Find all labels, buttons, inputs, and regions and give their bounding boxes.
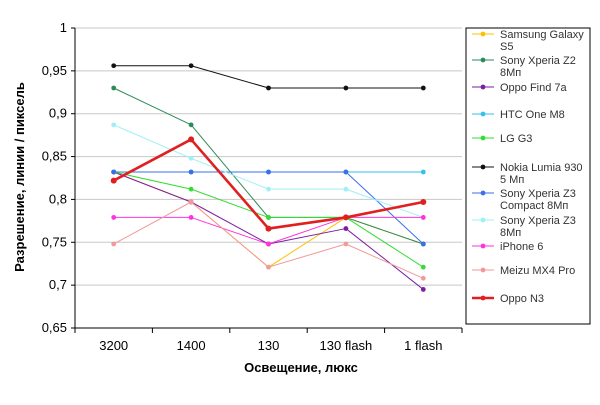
data-point: [188, 63, 194, 69]
y-axis: 0,65 0,7 0,75 0,8 0,85 0,9 0,95 1: [42, 20, 76, 335]
y-tick-label: 0,9: [49, 106, 67, 121]
x-tick-label: 130: [258, 338, 280, 353]
series-lines: [110, 63, 427, 292]
data-point: [266, 264, 271, 270]
data-point: [343, 85, 349, 91]
data-point: [420, 85, 426, 91]
data-point: [188, 122, 194, 128]
data-point: [188, 136, 195, 143]
data-point: [420, 215, 426, 220]
x-tick-label: 3200: [99, 338, 128, 353]
data-point: [266, 215, 271, 220]
data-point: [188, 169, 194, 175]
data-point: [111, 169, 117, 175]
legend-marker: [480, 135, 486, 141]
data-point: [420, 275, 426, 281]
legend-marker: [480, 295, 486, 301]
data-point: [111, 215, 117, 220]
legend-item-oppo-n3: Oppo N3: [472, 293, 544, 305]
x-tick-label: 1 flash: [404, 338, 442, 353]
y-tick-label: 0,7: [49, 277, 67, 292]
legend-label: Samsung Galaxy S5: [500, 29, 587, 53]
legend-label: Oppo N3: [500, 293, 544, 305]
x-axis: 3200 1400 130 130 flash 1 flash: [74, 327, 463, 353]
x-tick-label: 130 flash: [320, 338, 373, 353]
legend-marker: [480, 217, 486, 223]
x-tick-label: 1400: [177, 338, 206, 353]
legend-label: Sony Xperia Z2 8Мп: [500, 55, 579, 79]
legend-item-iphone-6: iPhone 6: [472, 241, 543, 253]
legend-marker: [480, 190, 486, 196]
series-sony-xperia-z3-compact-8: [111, 169, 426, 247]
legend-label: HTC One M8: [500, 109, 565, 121]
data-point: [111, 122, 117, 128]
y-tick-label: 0,8: [49, 191, 67, 206]
series-meizu-mx4-pro: [111, 199, 426, 281]
legend-label: Sony Xperia Z3 8Мп: [500, 215, 579, 239]
data-point: [266, 169, 271, 175]
data-point: [420, 199, 427, 205]
y-tick-label: 0,85: [42, 149, 67, 164]
y-tick-label: 1: [60, 20, 67, 35]
data-point: [111, 241, 117, 247]
legend-label: LG G3: [500, 133, 532, 145]
data-point: [266, 186, 271, 192]
legend-item-sony-xperia-z3-compact-8: Sony Xperia Z3 Compact 8Мп: [472, 188, 579, 212]
legend-label: iPhone 6: [500, 241, 543, 253]
legend-label: Meizu MX4 Pro: [500, 265, 575, 277]
y-tick-label: 0,65: [42, 320, 67, 335]
data-point: [111, 85, 117, 91]
legend-label: Nokia Lumia 930 5 Мп: [500, 162, 586, 186]
data-point: [111, 63, 117, 69]
data-point: [110, 177, 117, 184]
data-point: [188, 215, 194, 220]
data-point: [266, 241, 271, 247]
data-point: [265, 225, 272, 232]
legend-item-oppo-find-7a: Oppo Find 7a: [472, 82, 568, 94]
data-point: [343, 169, 349, 175]
x-axis-title: Освещение, люкс: [244, 360, 358, 375]
series-nokia-lumia-930-5: [111, 63, 426, 91]
y-axis-title: Разрешение, линии / пиксель: [12, 82, 27, 272]
legend-marker: [480, 84, 486, 90]
data-point: [420, 287, 426, 292]
data-point: [420, 169, 426, 175]
series-oppo-n3: [110, 136, 427, 232]
data-point: [188, 186, 194, 192]
legend-item-nokia-lumia-930-5: Nokia Lumia 930 5 Мп: [472, 162, 586, 186]
legend-marker: [480, 57, 486, 63]
data-point: [188, 155, 194, 161]
legend-label: Sony Xperia Z3 Compact 8Мп: [500, 188, 579, 212]
legend-marker: [480, 31, 486, 37]
legend-label: Oppo Find 7a: [500, 82, 568, 94]
legend-marker: [480, 164, 486, 170]
legend-item-sony-xperia-z2-8: Sony Xperia Z2 8Мп: [472, 55, 579, 79]
legend-marker: [480, 243, 486, 249]
legend-marker: [480, 267, 486, 273]
legend-item-htc-one-m8: HTC One M8: [472, 109, 565, 121]
legend-marker: [480, 111, 486, 117]
data-point: [343, 186, 349, 192]
y-tick-label: 0,95: [42, 63, 67, 78]
data-point: [188, 199, 194, 205]
legend-item-lg-g3: LG G3: [472, 133, 532, 145]
data-point: [420, 264, 426, 270]
y-tick-label: 0,75: [42, 234, 67, 249]
data-point: [420, 241, 426, 247]
legend-item-samsung-galaxy-s5: Samsung Galaxy S5: [472, 29, 587, 53]
legend-item-meizu-mx4-pro: Meizu MX4 Pro: [472, 265, 575, 277]
data-point: [343, 241, 349, 247]
legend-item-sony-xperia-z3-8: Sony Xperia Z3 8Мп: [472, 215, 579, 239]
data-point: [342, 214, 349, 221]
data-point: [343, 226, 349, 231]
data-point: [266, 85, 271, 91]
